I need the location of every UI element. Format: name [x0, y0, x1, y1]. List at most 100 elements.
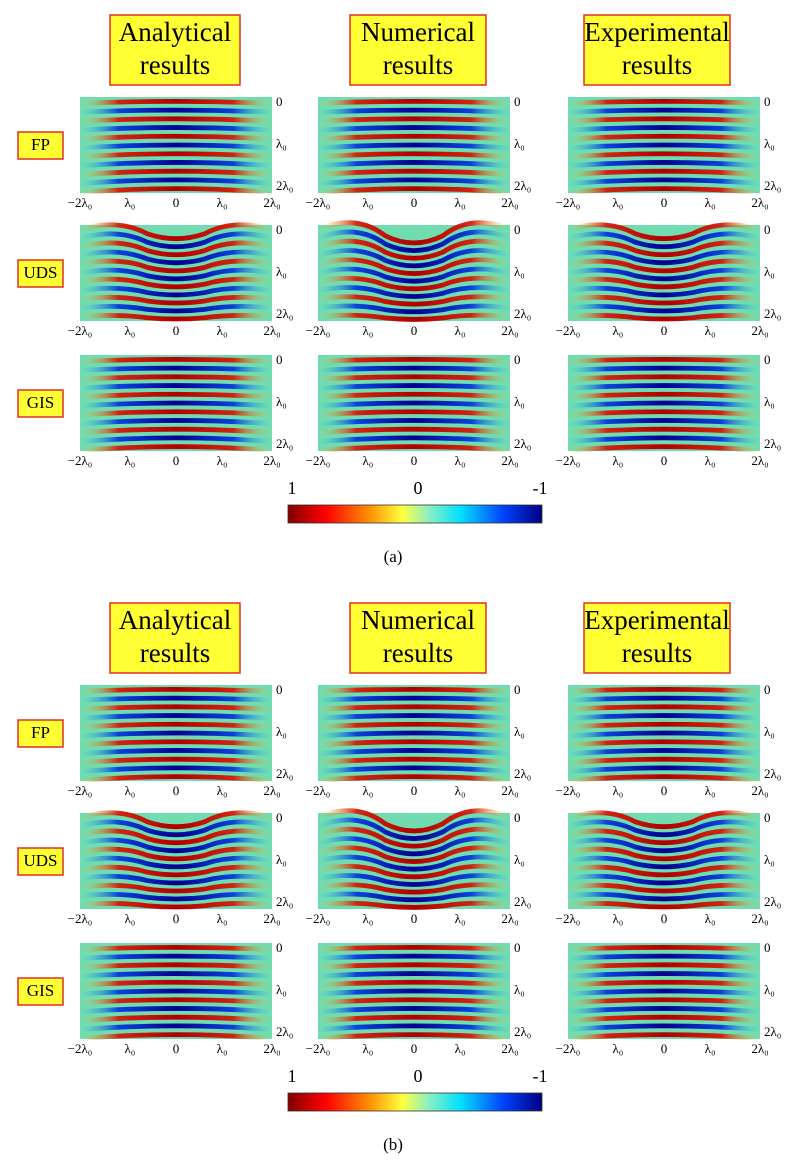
field-stripe — [79, 249, 273, 266]
field-stripe — [317, 836, 511, 857]
x-tick-label: λ₀ — [612, 1041, 623, 1056]
x-tick-label: λ₀ — [362, 1041, 373, 1056]
field-stripe — [567, 418, 761, 427]
x-tick-label: −2λ₀ — [68, 453, 93, 468]
x-tick-label: −2λ₀ — [556, 911, 581, 926]
field-stripe — [79, 1023, 273, 1032]
y-tick-label: 0 — [514, 682, 521, 697]
y-tick-label: 2λ₀ — [764, 766, 781, 781]
field-stripe — [567, 810, 761, 830]
field-stripe — [567, 383, 761, 391]
field-stripe — [567, 873, 761, 886]
field-stripe — [79, 177, 273, 186]
colorbar-label: 1 — [288, 478, 297, 498]
field-stripe — [79, 837, 273, 854]
x-tick-label: −2λ₀ — [306, 453, 331, 468]
row-label: UDS — [23, 263, 57, 282]
field-stripe — [317, 238, 511, 261]
x-tick-label: 2λ₀ — [263, 1041, 280, 1056]
y-tick-label: 2λ₀ — [514, 436, 531, 451]
field-stripe — [567, 267, 761, 282]
x-tick-label: 0 — [661, 195, 668, 210]
field-stripe — [317, 356, 511, 364]
y-tick-label: 2λ₀ — [764, 178, 781, 193]
x-tick-label: 0 — [411, 323, 418, 338]
y-tick-label: 0 — [764, 94, 771, 109]
field-stripe — [567, 901, 761, 910]
column-header: Numerical — [361, 17, 475, 47]
field-stripe — [317, 435, 511, 444]
row-label: GIS — [27, 393, 54, 412]
field-stripe — [317, 900, 511, 910]
x-tick-label: −2λ₀ — [68, 783, 93, 798]
field-stripe — [79, 704, 273, 712]
x-tick-label: λ₀ — [455, 783, 466, 798]
field-stripe — [317, 426, 511, 436]
x-tick-label: −2λ₀ — [556, 783, 581, 798]
x-tick-label: −2λ₀ — [68, 195, 93, 210]
field-stripe — [79, 828, 273, 846]
field-stripe — [79, 971, 273, 979]
field-stripe — [567, 1006, 761, 1015]
field-stripe — [317, 98, 511, 106]
field-stripe — [79, 304, 273, 314]
field-stripe — [79, 374, 273, 382]
field-stripe — [317, 1014, 511, 1024]
field-stripe — [79, 125, 273, 133]
field-stripe — [79, 285, 273, 298]
field-stripe — [567, 133, 761, 142]
x-tick-label: 2λ₀ — [263, 783, 280, 798]
x-tick-label: λ₀ — [217, 911, 228, 926]
x-tick-label: λ₀ — [705, 323, 716, 338]
field-stripe — [317, 730, 511, 739]
field-stripe — [317, 248, 511, 269]
x-tick-label: 0 — [411, 1041, 418, 1056]
field-stripe — [79, 1032, 273, 1041]
field-stripe — [567, 222, 761, 242]
y-tick-label: λ₀ — [764, 394, 775, 409]
field-stripe — [567, 695, 761, 703]
colorbar — [287, 504, 543, 524]
y-tick-label: 2λ₀ — [276, 766, 293, 781]
field-stripe — [79, 739, 273, 748]
field-stripe — [317, 962, 511, 970]
column-header-box — [349, 14, 487, 86]
field-stripe — [317, 257, 511, 276]
field-stripe — [567, 828, 761, 846]
field-stripe — [317, 275, 511, 292]
row-label-box — [17, 719, 64, 748]
y-tick-label: λ₀ — [276, 852, 287, 867]
field-stripe — [317, 739, 511, 748]
field-stripe — [317, 400, 511, 409]
field-stripe — [317, 944, 511, 952]
field-stripe — [317, 186, 511, 195]
x-tick-label: λ₀ — [217, 323, 228, 338]
field-stripe — [317, 713, 511, 721]
y-tick-label: 2λ₀ — [514, 178, 531, 193]
y-tick-label: 2λ₀ — [514, 1024, 531, 1039]
field-stripe — [567, 819, 761, 838]
field-stripe — [79, 142, 273, 151]
field-stripe — [567, 748, 761, 757]
field-stripe — [79, 231, 273, 250]
field-stripe — [567, 365, 761, 373]
row-label: UDS — [23, 851, 57, 870]
column-header-box — [583, 602, 731, 674]
field-stripe — [317, 873, 511, 887]
field-stripe — [567, 177, 761, 186]
x-tick-label: −2λ₀ — [68, 1041, 93, 1056]
field-stripe — [79, 435, 273, 444]
y-tick-label: λ₀ — [764, 852, 775, 867]
field-stripe — [79, 267, 273, 282]
field-stripe — [79, 901, 273, 910]
field-stripe — [567, 1014, 761, 1024]
field-stripe — [567, 186, 761, 195]
row-label-box — [17, 259, 64, 288]
field-stripe — [567, 356, 761, 364]
field-stripe — [567, 168, 761, 178]
y-tick-label: 2λ₀ — [514, 306, 531, 321]
field-stripe — [567, 765, 761, 774]
field-stripe — [317, 988, 511, 997]
y-tick-label: 2λ₀ — [764, 436, 781, 451]
field-stripe — [317, 444, 511, 453]
